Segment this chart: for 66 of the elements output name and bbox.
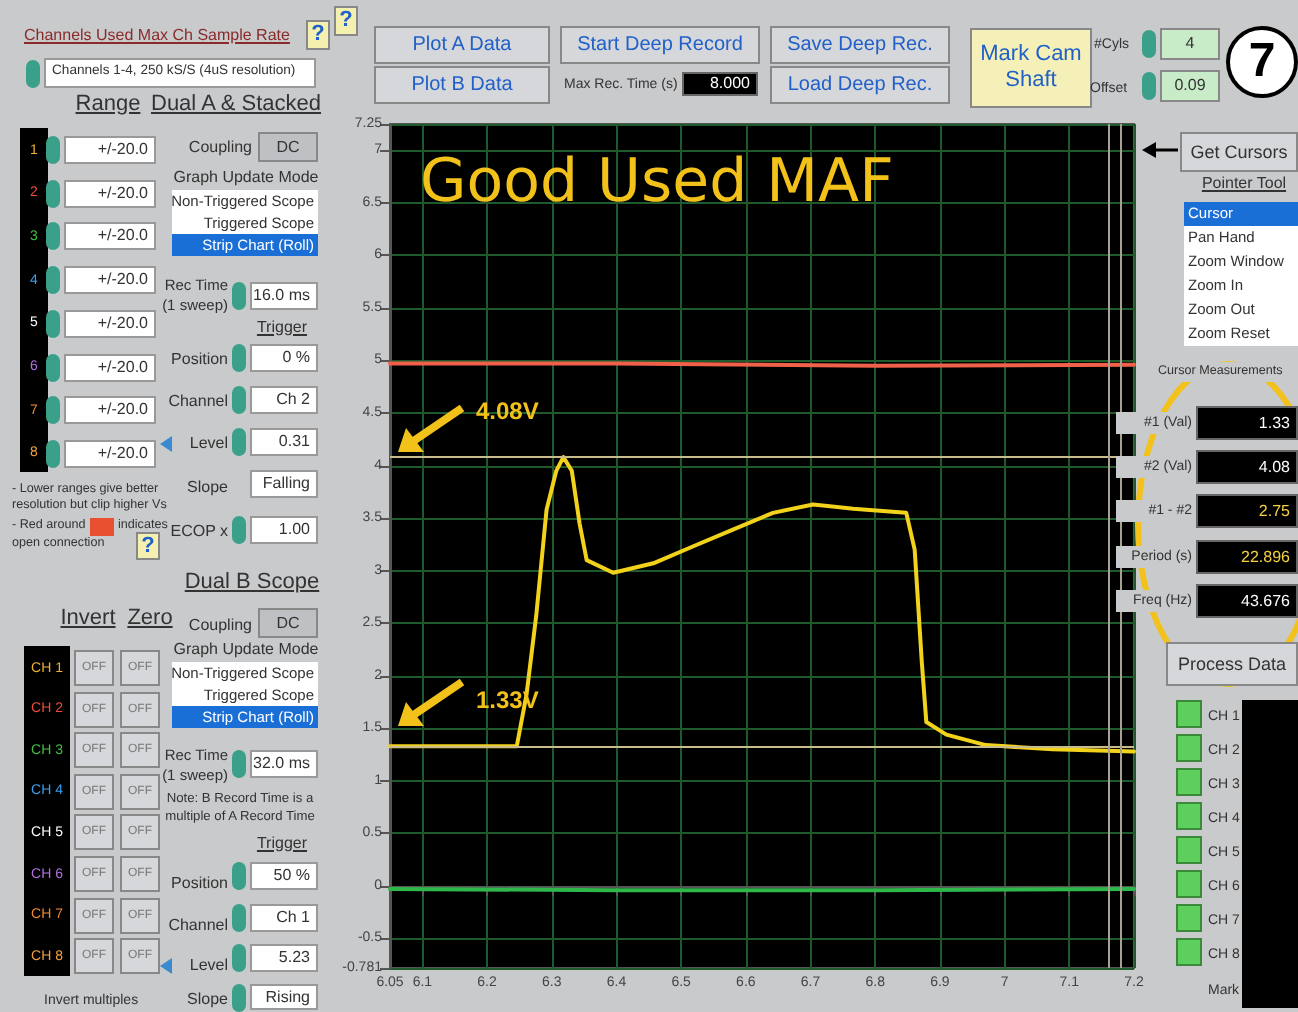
text: 4.08 bbox=[1196, 450, 1298, 484]
text: Slope bbox=[185, 476, 228, 500]
text: Channels Used Max Ch Sample Rate bbox=[24, 24, 292, 48]
text: ? bbox=[136, 532, 160, 560]
text: 50 % bbox=[250, 862, 318, 890]
text: 1.00 bbox=[250, 516, 318, 544]
text: 32.0 ms bbox=[250, 750, 318, 778]
text: +/-20.0 bbox=[64, 396, 156, 425]
text: Range bbox=[73, 89, 143, 119]
text: Ch 1 bbox=[250, 904, 318, 932]
text: Trigger bbox=[254, 316, 310, 338]
text: Position bbox=[169, 872, 228, 896]
text: +/-20.0 bbox=[64, 179, 156, 208]
text: Coupling bbox=[188, 616, 252, 634]
text: 5.23 bbox=[250, 944, 318, 972]
text: +/-20.0 bbox=[64, 266, 156, 295]
text: Falling bbox=[250, 470, 318, 498]
text: +/-20.0 bbox=[64, 309, 156, 338]
chart-title: Good Used MAF bbox=[420, 147, 894, 217]
text: 7 bbox=[1226, 26, 1298, 98]
text: Plot A Data bbox=[374, 26, 550, 64]
text: 22.896 bbox=[1196, 540, 1298, 574]
text: 0 % bbox=[250, 344, 318, 372]
text: Invert bbox=[58, 603, 118, 633]
text: Level bbox=[187, 432, 228, 456]
text: Channel bbox=[166, 390, 228, 414]
line-series bbox=[388, 455, 1136, 754]
text: Level bbox=[187, 954, 228, 978]
text: Zero bbox=[125, 603, 175, 633]
text: Mark Cam Shaft bbox=[970, 28, 1092, 108]
text: Coupling bbox=[186, 136, 252, 160]
text: Load Deep Rec. bbox=[770, 66, 950, 104]
text: 2.75 bbox=[1196, 494, 1298, 528]
text: 4 bbox=[1160, 28, 1220, 60]
text: +/-20.0 bbox=[64, 439, 156, 468]
text: +/-20.0 bbox=[64, 222, 156, 251]
text: Plot B Data bbox=[374, 66, 550, 104]
text: ? bbox=[306, 20, 330, 50]
text: 16.0 ms bbox=[250, 282, 318, 310]
text: Ch 2 bbox=[250, 386, 318, 414]
text: Get Cursors bbox=[1180, 132, 1298, 172]
text: ECOP x bbox=[170, 522, 228, 540]
text: Graph Update Mode bbox=[172, 166, 320, 188]
text: Save Deep Rec. bbox=[770, 26, 950, 64]
text: Rising bbox=[250, 984, 318, 1010]
text: Graph Update Mode bbox=[172, 638, 320, 660]
text: 0.09 bbox=[1160, 70, 1220, 102]
text: Slope bbox=[185, 988, 228, 1010]
ref-line-label: 4.08V bbox=[476, 397, 539, 426]
text: 1.33 bbox=[1196, 406, 1298, 440]
text: ? bbox=[334, 6, 358, 36]
text: +/-20.0 bbox=[64, 353, 156, 381]
text: Dual A & Stacked bbox=[151, 89, 321, 119]
text: Position bbox=[169, 348, 228, 372]
text: Dual B Scope bbox=[184, 567, 320, 597]
text: Process Data bbox=[1166, 642, 1298, 686]
text: Start Deep Record bbox=[560, 26, 760, 64]
text: 43.676 bbox=[1196, 584, 1298, 618]
text: 8.000 bbox=[682, 72, 758, 96]
text: +/-20.0 bbox=[64, 136, 156, 164]
text: Channel bbox=[166, 914, 228, 938]
text: DC bbox=[258, 132, 318, 162]
text: Trigger bbox=[254, 832, 310, 854]
text: 0.31 bbox=[250, 428, 318, 456]
text: Pointer Tool bbox=[1199, 172, 1289, 196]
text: DC bbox=[258, 608, 318, 638]
